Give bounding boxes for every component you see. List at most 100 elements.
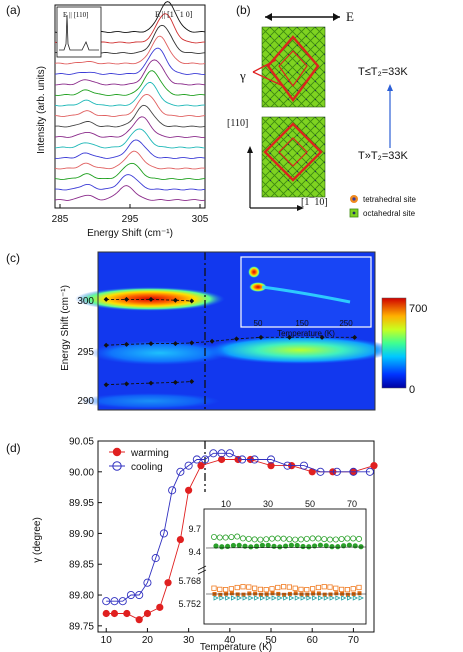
cooling-point (176, 467, 185, 476)
inset-open-square (269, 586, 275, 592)
gamma-series (102, 449, 378, 624)
inset-triangle (312, 595, 318, 601)
field-label: E (346, 9, 354, 24)
inset-filled-circle (248, 544, 254, 550)
inset-filled-circle (219, 544, 225, 550)
inset-filled-square (241, 592, 246, 597)
inset-open-circle (216, 534, 223, 541)
inset-filled-square (235, 592, 240, 597)
inset-open-circle (350, 535, 357, 542)
polarization-legend: E || [1 ¯1 0] (155, 10, 193, 19)
inset-d-ytick-2: 5.768 (178, 576, 201, 586)
inset-filled-square (311, 591, 316, 596)
inset-triangle (283, 595, 289, 601)
panel-b-label: (b) (236, 3, 251, 17)
panel-d-xtick: 10 (101, 635, 113, 646)
inset-triangle (254, 595, 260, 601)
cooling-point (110, 597, 119, 606)
cooling-point (250, 455, 259, 464)
inset-filled-circle (254, 543, 260, 549)
panel-a-tick-285: 285 (52, 214, 69, 225)
spectrum-line (54, 104, 206, 128)
panel-d-ytick: 89.80 (69, 591, 94, 602)
warming-point (164, 579, 172, 587)
cooling-point (151, 554, 160, 563)
cooling-point (135, 590, 144, 600)
inset-open-circle (280, 535, 287, 542)
inset-filled-circle (341, 543, 347, 549)
cooling-point (126, 590, 136, 600)
inset-tick-50: 50 (254, 319, 263, 328)
legend-octahedral: octahedral site (363, 209, 416, 218)
warming-point (217, 455, 226, 464)
spectrum-line (54, 128, 206, 149)
cooling-point (349, 467, 358, 476)
cooling-point (316, 467, 325, 476)
panel-d-xtick: 50 (265, 635, 277, 646)
cooling-line (106, 452, 370, 602)
panel-d-ytick: 89.85 (69, 560, 94, 571)
panel-d-label: (d) (6, 441, 21, 455)
inset-filled-square (218, 592, 223, 597)
cooling-point (365, 467, 374, 476)
panel-d-xtick: 20 (142, 635, 154, 646)
inset-open-circle (263, 536, 270, 543)
rhombus-cubic (263, 122, 323, 182)
branch-point (103, 296, 109, 302)
panel-a-inset (56, 6, 102, 58)
panel-d-yticks: 90.05 90.00 89.95 89.90 89.85 89.80 89.75 (69, 437, 102, 632)
inset-open-square (228, 586, 234, 592)
inset-open-circle (234, 533, 241, 540)
inset-filled-circle (225, 543, 231, 550)
inset-triangle (277, 595, 283, 601)
legend-tetrahedral: tetrahedral site (363, 195, 416, 204)
inset-d-xtick-3: 70 (347, 499, 357, 509)
inset-spectrum (59, 14, 99, 51)
inset-open-circle (338, 535, 345, 542)
inset-open-circle (228, 534, 235, 541)
transition-label: T₂=33 (164, 424, 194, 436)
inset-filled-square (345, 592, 350, 597)
branch-point (189, 340, 195, 346)
branch-point (148, 380, 154, 386)
inset-triangle (352, 595, 359, 601)
inset-filled-circle (294, 542, 300, 549)
inset-filled-square (334, 591, 339, 596)
inset-open-circle (268, 535, 275, 542)
cooling-point (299, 461, 309, 470)
inset-filled-circle (259, 542, 265, 548)
inset-filled-square (264, 592, 269, 597)
branch-point (234, 336, 239, 342)
inset-filled-circle (346, 542, 352, 548)
branch-point (319, 334, 325, 340)
spectrum-line (54, 35, 206, 65)
panel-d-xtick: 60 (307, 635, 319, 646)
state-high-label: T»T₂=33K (358, 150, 408, 162)
panel-c-label: (c) (6, 251, 20, 265)
legend-warming: warming (130, 448, 169, 459)
inset-triangle (318, 595, 324, 601)
cooling-point (102, 597, 111, 606)
cooling-point (201, 455, 210, 464)
warming-point (370, 462, 378, 470)
inset-filled-circle (317, 542, 323, 548)
axis-vertical-label: [110] (227, 118, 248, 129)
panel-d-ytick: 89.75 (69, 621, 94, 632)
peak-branches (103, 296, 358, 388)
spectrum-line (55, 174, 206, 191)
inset-triangle (289, 595, 295, 601)
rhombus-distorted (266, 35, 320, 103)
gamma-label: γ (239, 68, 246, 83)
inset-triangle (300, 595, 306, 601)
warming-point (176, 535, 184, 544)
inset-open-square (298, 586, 304, 593)
warming-point (143, 609, 152, 618)
branch-point (172, 341, 178, 347)
panel-d-ytick: 90.05 (69, 437, 94, 448)
inset-filled-square (316, 591, 321, 596)
branch-point (124, 381, 130, 387)
inset-triangle (341, 595, 347, 601)
inset-filled-circle (283, 543, 289, 549)
panel-c-ytick-2: 290 (77, 396, 94, 407)
